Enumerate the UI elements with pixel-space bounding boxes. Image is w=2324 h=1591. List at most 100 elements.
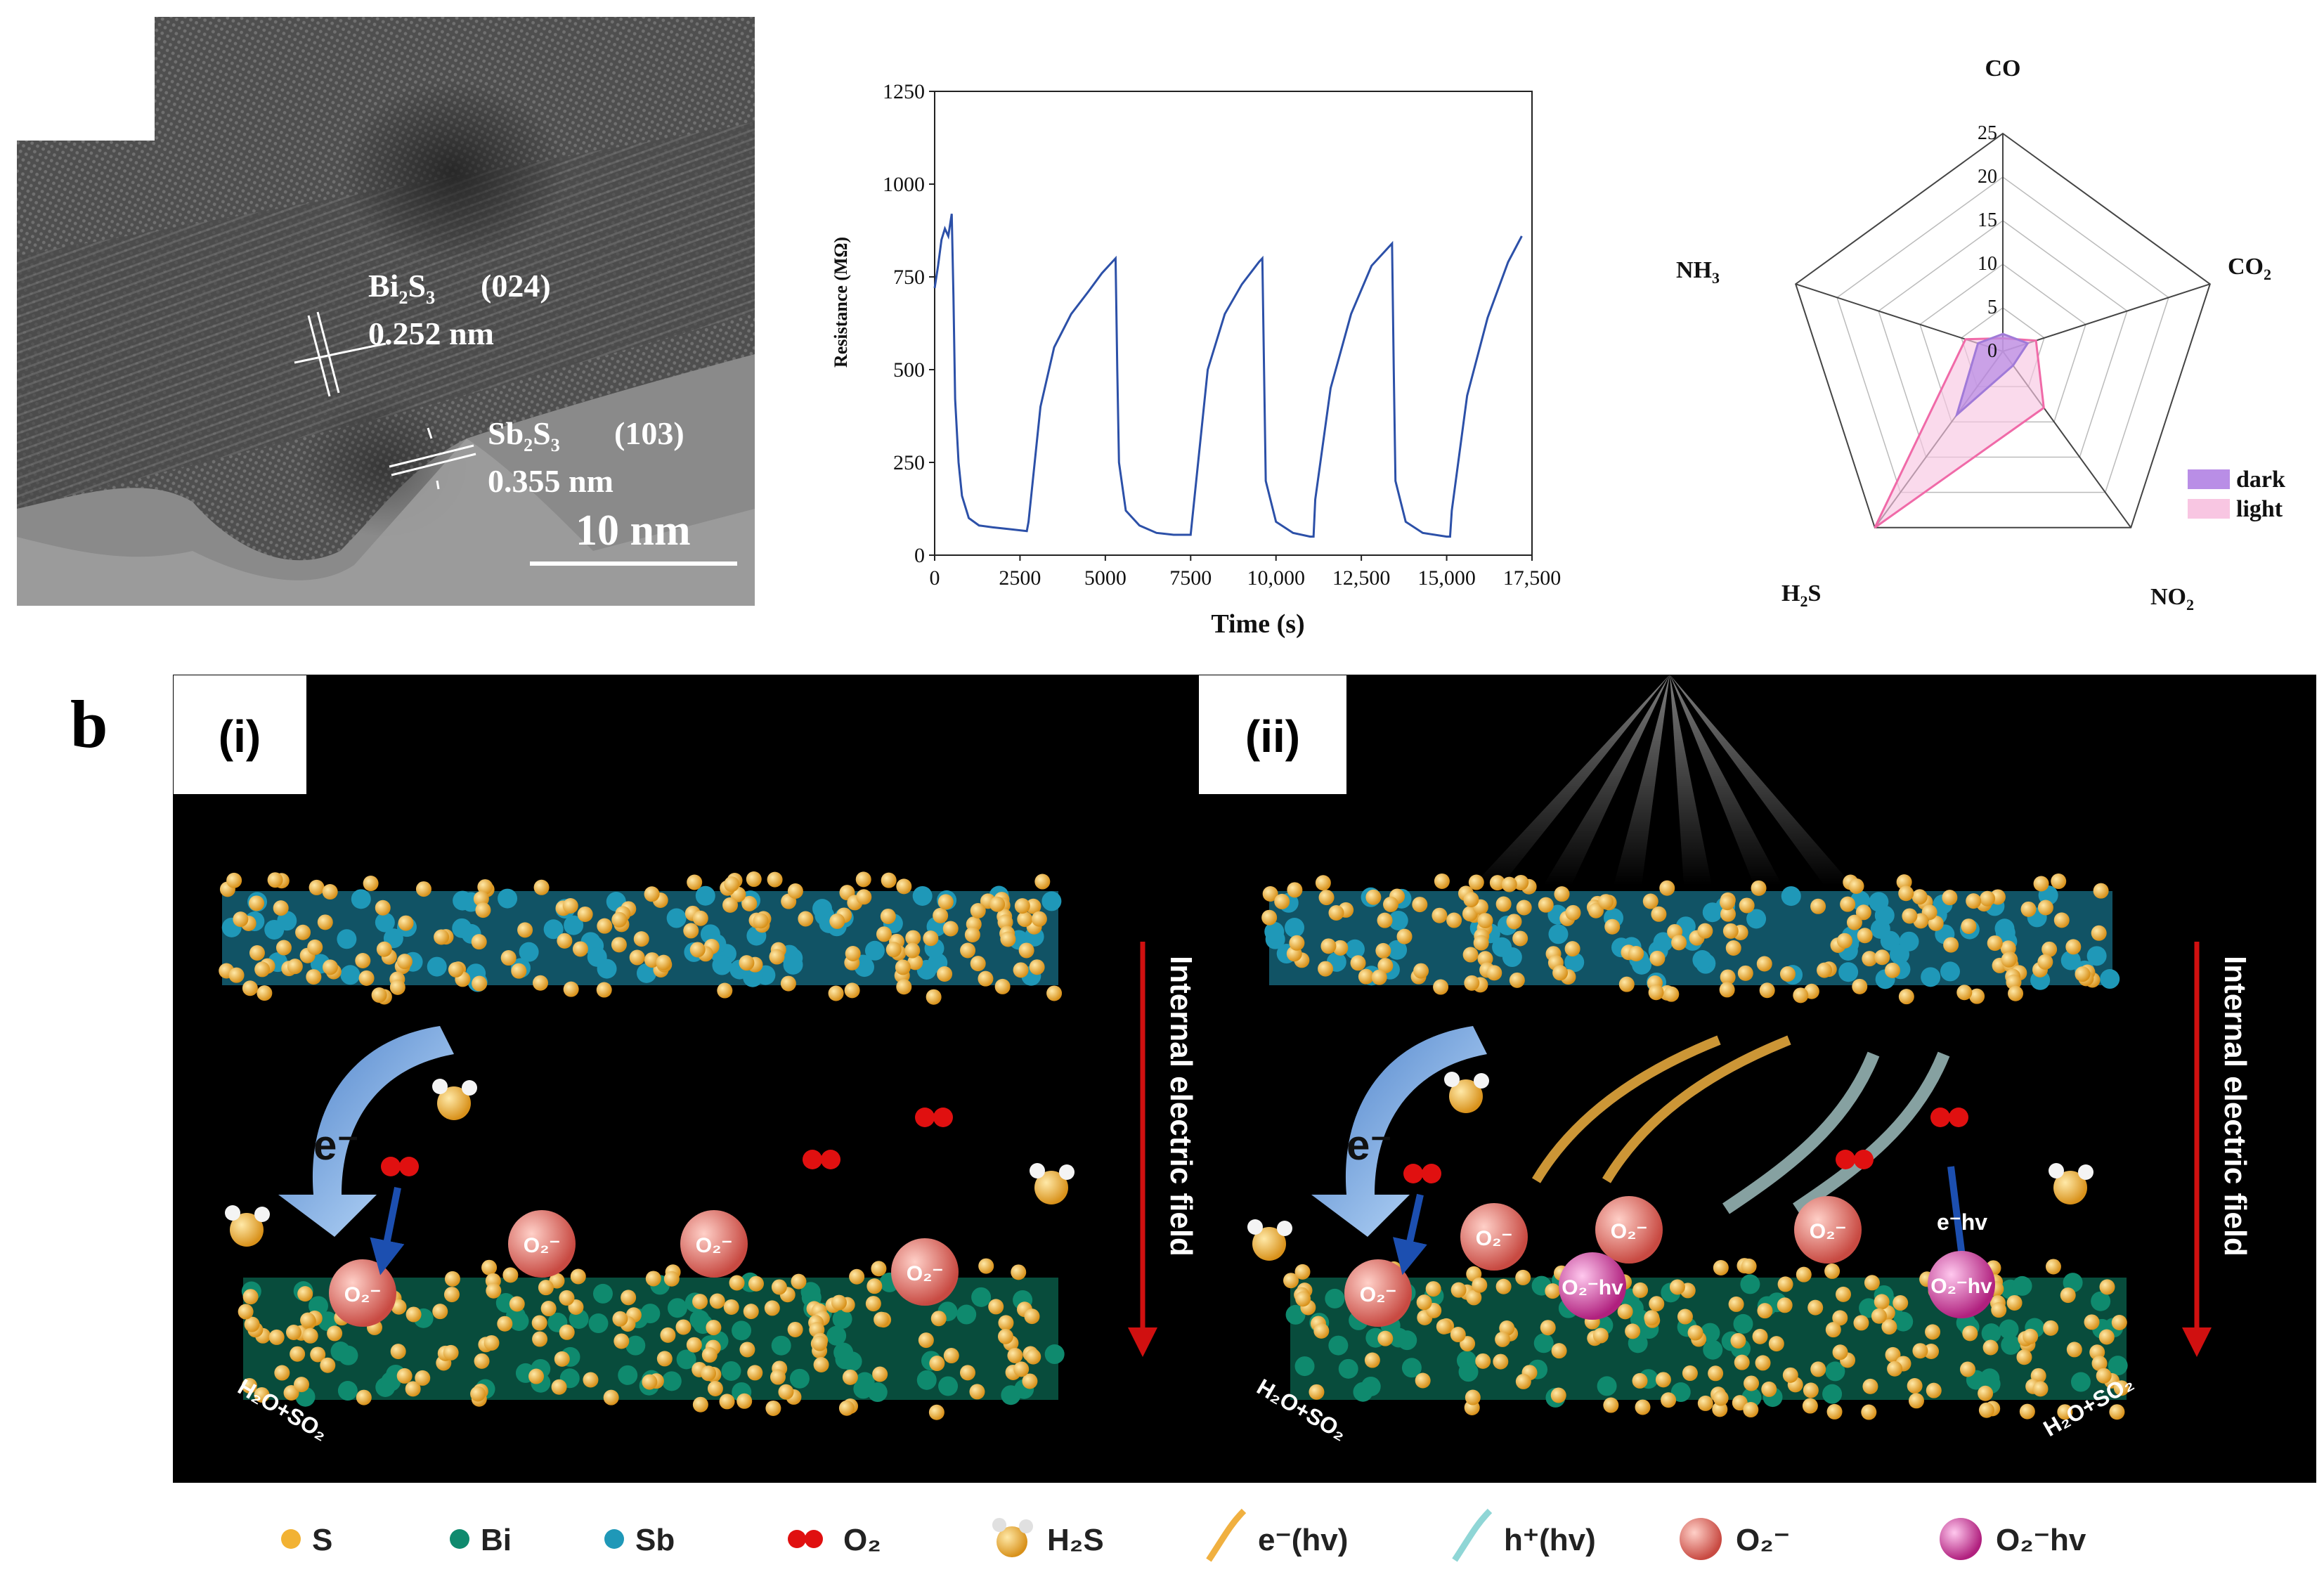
svg-text:O₂⁻: O₂⁻ [1810,1220,1847,1243]
chart-x-tick-label: 17,500 [1503,566,1562,590]
legend-item-sb: Sb [604,1523,675,1557]
panel-b-label: b [70,685,108,763]
svg-text:O₂⁻: O₂⁻ [907,1262,944,1285]
legend-item-bi: Bi [450,1523,512,1557]
crystal-layer [219,871,1062,1005]
chart-y-tick-label: 0 [914,544,925,567]
o2-minus-ion: O₂⁻ [1595,1196,1663,1264]
chart-y-tick-label: 500 [893,358,925,382]
radar-legend-dark: dark [2236,467,2285,493]
radar-tick-label: 10 [1978,253,1997,275]
chart-series-line [935,214,1521,536]
radar-axis-h2s: H2S [1781,580,1821,610]
chart-x-axis-label: Time (s) [1211,609,1304,639]
radar-tick-label: 5 [1987,297,1997,318]
field-label-i: Internal electric field [1164,956,1198,1256]
scheme-legend: S Bi Sb O₂ H₂S e⁻(hv) h⁺(hv) O₂⁻ O₂⁻hv [281,1497,2305,1581]
radar-grid [1796,134,2210,528]
svg-text:O₂⁻: O₂⁻ [1476,1227,1513,1250]
scheme-ii-label: (ii) [1245,711,1300,762]
ehv-label: e⁻hv [1937,1209,1987,1235]
o2-minus-ion: O₂⁻ [329,1259,396,1327]
legend-item-o2: O₂ [788,1523,881,1557]
legend-label: O₂⁻ [1736,1523,1790,1557]
crystal-layer [1283,1258,2129,1420]
svg-text:O₂⁻hv: O₂⁻hv [1930,1275,1992,1298]
o2-minus-ion: O₂⁻ [508,1210,576,1278]
electron-label-i: e⁻ [313,1122,359,1169]
chart-y-tick-label: 750 [893,266,925,289]
field-label-ii: Internal electric field [2218,956,2252,1256]
svg-text:O₂⁻: O₂⁻ [1611,1220,1648,1243]
chart-x-tick-label: 0 [930,566,940,590]
mechanism-schematic: (i) (ii) e⁻ Internal electric field H₂O+… [173,675,2316,1483]
tem-lattice-1-spacing: 0.252 nm [368,318,494,350]
tem-lattice-2-plane: (103) [614,417,684,450]
legend-label: Sb [635,1523,675,1557]
scheme-i-label: (i) [219,711,261,762]
radar-tick-label: 20 [1978,166,1997,188]
chart-y-tick-label: 1250 [883,80,925,103]
legend-label: e⁻(hv) [1258,1523,1348,1557]
legend-item-h2s: H₂S [992,1518,1104,1557]
o2-minus-ion: O₂⁻ [1460,1203,1528,1271]
o2-minus-hv-ion: O₂⁻hv [1928,1251,1995,1318]
radar-axis-no2: NO2 [2150,584,2194,613]
svg-text:O₂⁻: O₂⁻ [1360,1283,1397,1306]
radar-legend-light: light [2236,496,2283,522]
legend-label: h⁺(hv) [1504,1523,1596,1557]
svg-text:O₂⁻hv: O₂⁻hv [1562,1276,1623,1299]
chart-y-tick-label: 250 [893,451,925,474]
legend-item-o2minus-hv: O₂⁻hv [1940,1518,2086,1560]
radar-axis-co: CO [1985,56,2021,82]
tem-lattice-1-phase: Bi2S3 [368,270,435,307]
o2-minus-hv-ion: O₂⁻hv [1559,1252,1626,1320]
tem-lattice-1-plane: (024) [481,270,551,302]
tem-lattice-2-spacing: 0.355 nm [488,465,614,498]
legend-item-o2minus: O₂⁻ [1680,1518,1790,1560]
radar-tick-label: 25 [1978,122,1997,144]
radar-tick-label: 15 [1978,209,1997,231]
svg-text:O₂⁻: O₂⁻ [696,1234,733,1257]
legend-label: S [312,1523,332,1557]
radar-series [1875,334,2044,528]
chart-y-axis-label: Resistance (MΩ) [831,237,851,368]
tem-label-box [17,17,155,141]
tem-image: Bi2S3 (024) 0.252 nm Sb2S3 (103) 0.355 n… [17,17,755,606]
chart-x-tick-label: 15,000 [1417,566,1475,590]
electron-label-ii: e⁻ [1346,1122,1392,1169]
legend-item-e-hv: e⁻(hv) [1209,1511,1348,1560]
chart-x-tick-label: 10,000 [1247,566,1305,590]
radar-tick-label: 0 [1987,340,1997,362]
chart-plot-area: 0 250 500 750 1000 1250 0 2500 5000 7500 10,000 12,… [883,80,1561,590]
legend-label: O₂⁻hv [1996,1523,2086,1557]
crystal-layer [1261,874,2119,1004]
radar-legend-light-swatch [2188,499,2230,519]
chart-x-tick-label: 7500 [1169,566,1212,590]
radar-legend-dark-swatch [2188,469,2230,489]
legend-label: H₂S [1047,1523,1104,1557]
legend-item-h-hv: h⁺(hv) [1455,1511,1596,1560]
chart-x-tick-label: 2500 [999,566,1041,590]
chart-x-tick-label: 5000 [1084,566,1127,590]
legend-item-s: S [281,1523,332,1557]
o2-minus-ion: O₂⁻ [680,1210,748,1278]
o2-minus-ion: O₂⁻ [891,1238,959,1306]
chart-frame [935,91,1532,555]
svg-text:O₂⁻: O₂⁻ [524,1234,561,1257]
o2-minus-ion: O₂⁻ [1344,1259,1412,1327]
tem-lattice-2-phase: Sb2S3 [488,417,560,455]
chart-x-tick-label: 12,500 [1332,566,1391,590]
radar-series-light [1875,338,2044,527]
radar-axis-nh3: NH3 [1676,257,1720,287]
scale-bar [530,561,737,566]
gas-selectivity-radar-chart: 0 5 10 15 20 25 CO CO2 NO2 H2S NH3 dark light [1644,42,2319,625]
svg-text:O₂⁻: O₂⁻ [344,1283,382,1306]
resistance-chart: 0 250 500 750 1000 1250 0 2500 5000 7500 10,000 12,… [808,63,1581,647]
chart-y-tick-label: 1000 [883,173,925,196]
radar-axis-co2: CO2 [2228,254,2271,283]
radar-tick-labels: 0 5 10 15 20 25 [1978,122,1997,362]
legend-label: O₂ [843,1523,881,1557]
o2-minus-ion: O₂⁻ [1794,1196,1862,1264]
tem-scale-label: 10 nm [576,509,691,552]
